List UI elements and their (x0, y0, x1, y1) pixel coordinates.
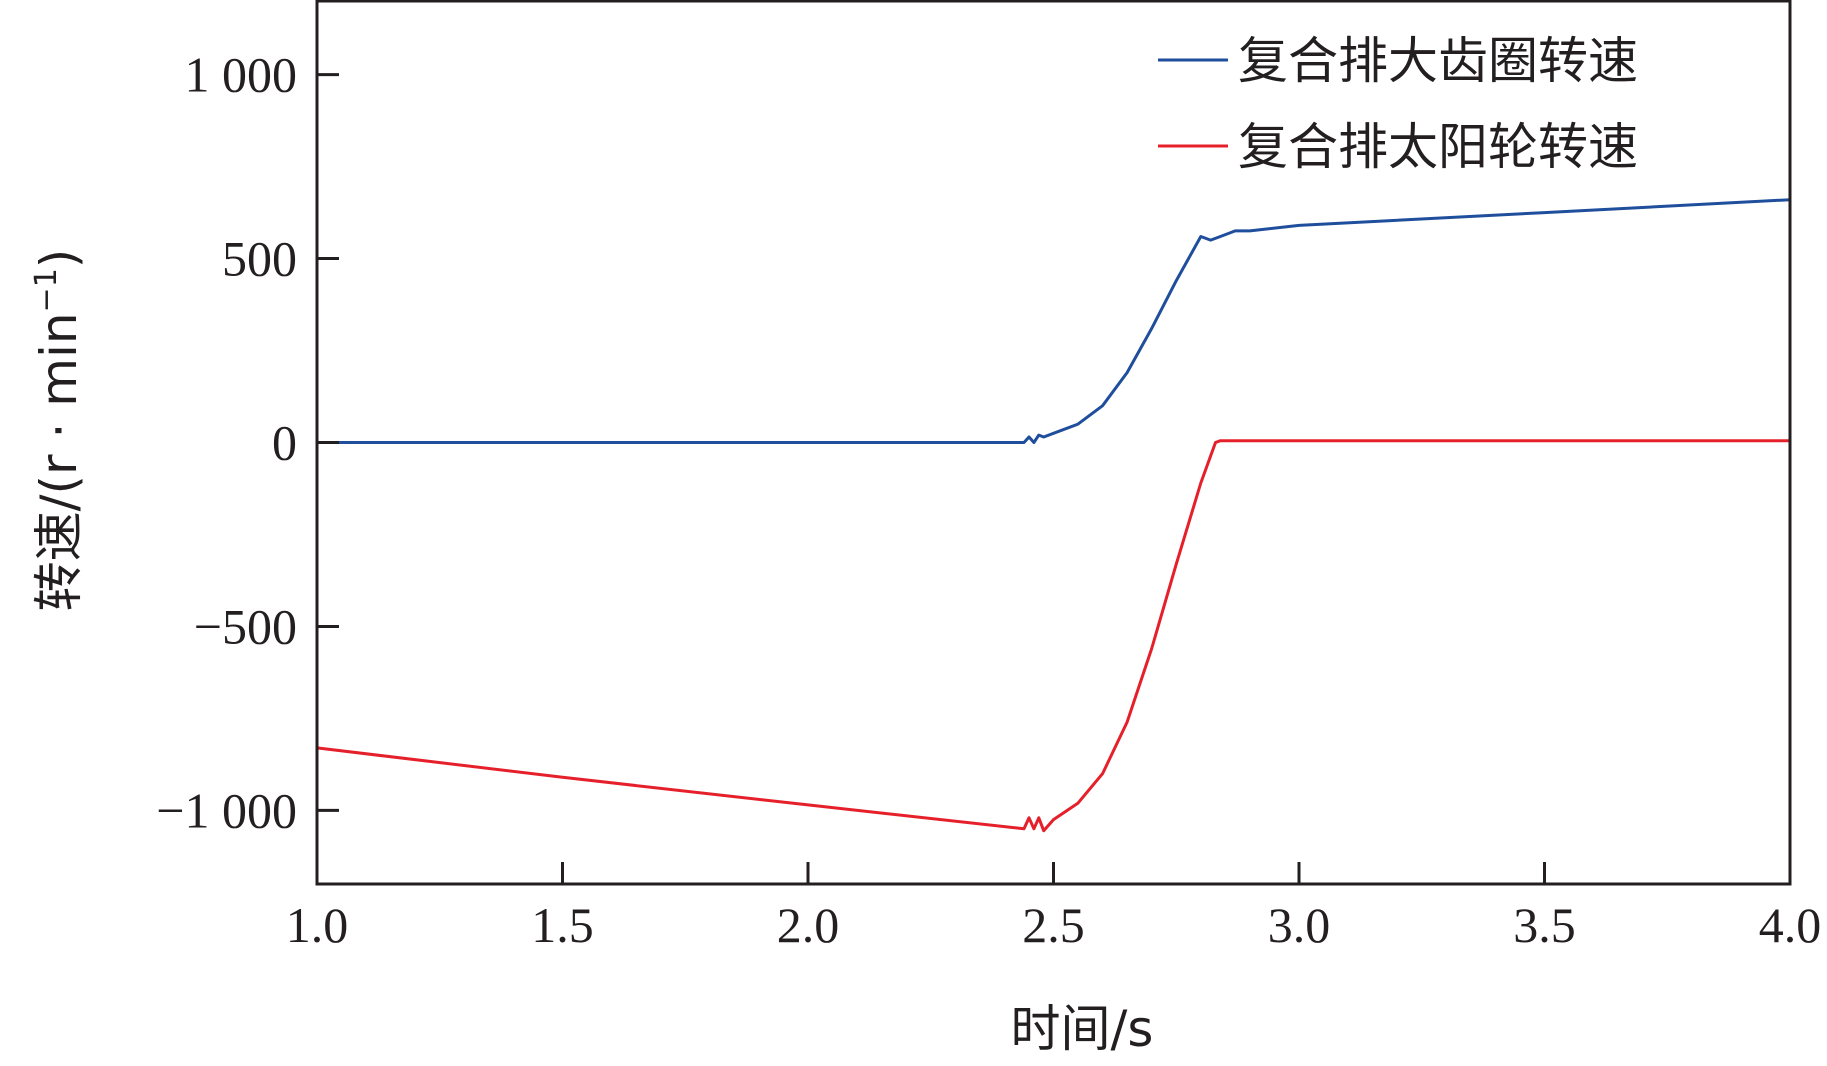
x-axis-title: 时间/s (1011, 1000, 1154, 1058)
series-line-1 (316, 439, 1790, 833)
legend-label-1: 复合排太阳轮转速 (1238, 118, 1638, 176)
x-tick-label: 3.5 (1513, 897, 1576, 953)
y-axis-title-close: ) (30, 249, 88, 269)
y-axis-title-main: 转速/(r · min (30, 312, 88, 611)
x-axis: 1.0 1.5 2.0 2.5 3.0 3.5 4.0 (286, 862, 1822, 953)
plot-area (316, 198, 1791, 833)
x-tick-label: 3.0 (1268, 897, 1331, 953)
y-tick-label: 500 (222, 231, 297, 287)
y-tick-label: 1 000 (185, 47, 298, 103)
x-tick-label: 1.0 (286, 897, 349, 953)
y-tick-label: 0 (272, 415, 297, 471)
y-axis-title-superscript: −1 (29, 268, 64, 312)
series-line-0 (317, 198, 1791, 444)
x-tick-label: 1.5 (531, 897, 594, 953)
x-tick-label: 2.5 (1022, 897, 1085, 953)
x-tick-label: 4.0 (1759, 897, 1822, 953)
y-tick-label: −1 000 (156, 782, 297, 838)
x-tick-label: 2.0 (777, 897, 840, 953)
y-tick-label: −500 (194, 598, 297, 654)
y-axis-title: 转速/(r · min−1) (29, 249, 88, 612)
y-axis: 1 000 500 0 −500 −1 000 (156, 47, 339, 838)
legend-label-0: 复合排大齿圈转速 (1238, 32, 1638, 90)
svg-text:转速/(r · min−1): 转速/(r · min−1) (29, 249, 88, 612)
